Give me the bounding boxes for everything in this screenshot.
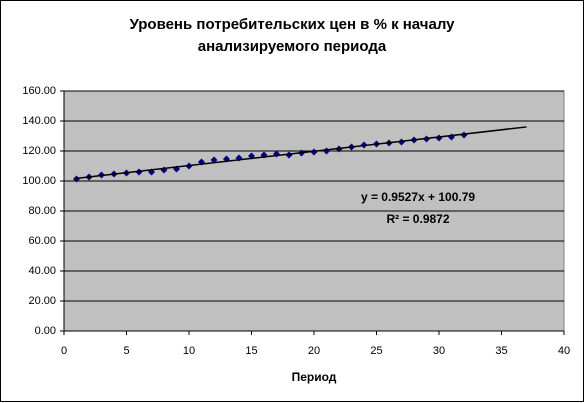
y-tick-label: 80.00 — [28, 205, 56, 217]
y-tick-label: 120.00 — [22, 145, 56, 157]
y-tick-label: 160.00 — [22, 85, 56, 97]
chart-title: Уровень потребительских цен в % к началу — [129, 16, 455, 33]
x-tick-label: 15 — [245, 345, 257, 357]
point — [73, 175, 80, 183]
trendline-equation: y = 0.9527x + 100.79 — [361, 190, 475, 204]
y-tick-label: 0.00 — [35, 325, 56, 337]
trendline — [76, 126, 527, 180]
y-tick-label: 140.00 — [22, 115, 56, 127]
x-tick-label: 5 — [123, 345, 129, 357]
y-tick-label: 100.00 — [22, 175, 56, 187]
trendline-r2: R² = 0.9872 — [386, 212, 449, 226]
point — [398, 138, 405, 146]
x-tick-label: 10 — [183, 345, 195, 357]
y-tick-label: 40.00 — [28, 265, 56, 277]
x-axis-title: Период — [292, 370, 337, 384]
x-tick-label: 30 — [433, 345, 445, 357]
chart-title: анализируемого периода — [198, 38, 387, 55]
point — [135, 168, 143, 176]
x-tick-label: 20 — [308, 345, 320, 357]
y-tick-label: 60.00 — [28, 235, 56, 247]
x-tick-label: 0 — [61, 345, 67, 357]
x-tick-label: 40 — [558, 345, 570, 357]
y-tick-label: 20.00 — [28, 295, 56, 307]
x-tick-label: 25 — [370, 345, 382, 357]
x-tick-label: 35 — [495, 345, 507, 357]
